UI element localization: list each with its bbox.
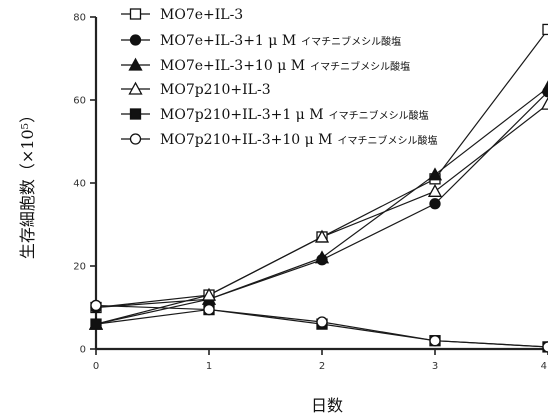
- legend-entry: MO7p210+IL-3+1 μ M イマチニブメシル酸塩: [160, 107, 429, 123]
- legend-compound-label: イマチニブメシル酸塩: [301, 35, 401, 48]
- legend-marker: [129, 108, 142, 120]
- data-point-series-3: [314, 250, 330, 264]
- legend-marker: [129, 34, 142, 46]
- legend-entry: MO7e+IL-3+10 μ M イマチニブメシル酸塩: [160, 58, 410, 74]
- legend-label: MO7e+IL-3+10 μ M: [160, 58, 305, 74]
- y-tick-label: 80: [73, 13, 86, 24]
- series-line-3: [95, 87, 548, 325]
- legend-label: MO7p210+IL-3+1 μ M: [160, 107, 324, 123]
- legend-label: MO7e+IL-3: [160, 7, 243, 23]
- legend-compound-label: イマチニブメシル酸塩: [337, 134, 437, 147]
- data-point-series-5: [90, 318, 102, 330]
- data-point-series-6: [542, 341, 548, 353]
- legend-marker: [128, 57, 143, 71]
- series-markers: [88, 23, 548, 353]
- data-point-series-4: [314, 229, 330, 243]
- y-axis-title: 生存細胞数（×10⁵）: [18, 107, 37, 259]
- legend-label: MO7p210+IL-3: [160, 82, 271, 98]
- y-tick-label: 20: [73, 262, 86, 273]
- data-point-series-2: [429, 198, 441, 210]
- x-tick-label: 3: [432, 361, 438, 372]
- data-point-series-6: [90, 299, 102, 312]
- x-axis-title: 日数: [311, 396, 343, 415]
- legend-compound-label: イマチニブメシル酸塩: [310, 60, 410, 73]
- legend-entry: MO7e+IL-3: [160, 7, 243, 23]
- data-point-series-6: [203, 303, 215, 316]
- data-point-series-4: [427, 183, 443, 197]
- series-line-2: [95, 91, 548, 309]
- legend-entry: MO7e+IL-3+1 μ M イマチニブメシル酸塩: [160, 33, 401, 49]
- legend-compound-label: イマチニブメシル酸塩: [329, 109, 429, 122]
- data-point-series-4: [201, 287, 217, 301]
- y-tick-label: 0: [80, 345, 86, 356]
- legend-entry: MO7p210+IL-3: [160, 82, 271, 98]
- y-tick-label: 60: [73, 96, 86, 107]
- x-tick-label: 4: [541, 361, 547, 372]
- data-point-series-4: [540, 96, 548, 110]
- x-tick-label: 2: [319, 361, 325, 372]
- x-tick-label: 1: [206, 361, 212, 372]
- x-tick-label: 0: [93, 361, 99, 372]
- data-point-series-6: [429, 335, 441, 347]
- legend-label: MO7p210+IL-3+10 μ M: [160, 132, 332, 148]
- series-lines: [95, 29, 548, 348]
- data-point-series-3: [540, 80, 548, 94]
- legend-marker: [129, 133, 142, 145]
- y-tick-label: 40: [73, 179, 86, 190]
- legend-marker: [129, 8, 142, 20]
- tick-marks: 0 20 40 60 80 0 1 2 3 4: [73, 13, 548, 372]
- legend-entry: MO7p210+IL-3+10 μ M イマチニブメシル酸塩: [160, 132, 437, 148]
- data-point-series-1: [542, 23, 548, 36]
- legend-label: MO7e+IL-3+1 μ M: [160, 33, 296, 49]
- legend-marker: [128, 81, 143, 95]
- data-point-series-6: [316, 316, 328, 328]
- data-point-series-3: [427, 167, 443, 181]
